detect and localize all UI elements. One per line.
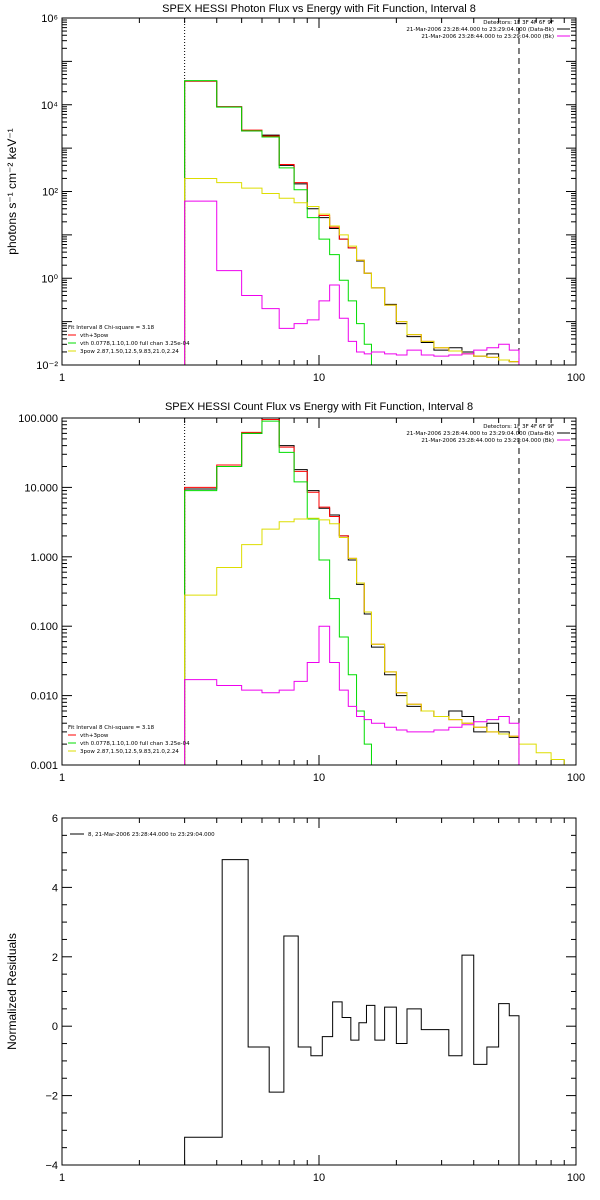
x-tick-label: 100 <box>567 772 585 784</box>
x-tick-label: 1 <box>59 372 65 384</box>
legend-fit-text: vth 0.0778,1.10,1.00 full chan 3.25e-04 <box>80 341 190 347</box>
y-tick-label: 2 <box>52 952 58 964</box>
panel-3: Normalized Residuals 1 10 100 −4 −2 0 2 4 6 8, 21-… <box>5 813 585 1184</box>
y-tick-label: −4 <box>45 1160 58 1172</box>
legend-fit-text: Fit Interval 8 Chi-square = 3.18 <box>68 725 155 731</box>
legend-header-text: 8, 21-Mar-2006 23:28:44.000 to 23:29:04.… <box>88 832 215 838</box>
y-tick-label: 10⁻² <box>36 360 58 372</box>
y-tick-label: 10⁶ <box>41 13 58 25</box>
y-tick-label: −2 <box>45 1091 58 1103</box>
y-tick-label: 10⁰ <box>41 273 58 285</box>
y-tick-label: 100.000 <box>18 413 58 425</box>
x-tick-label: 1 <box>59 1172 65 1184</box>
y-tick-label: 6 <box>52 813 58 825</box>
legend-fit-text: vth+3pow <box>80 733 109 739</box>
plot-frame <box>61 417 577 766</box>
series-3pow <box>184 177 520 365</box>
x-tick-label: 10 <box>313 1172 325 1184</box>
y-tick-label: 0 <box>52 1021 58 1033</box>
plot-frame <box>61 17 577 366</box>
legend-fit-text: 3pow 2.87,1.50,12.5,9.83,21.0,2.24 <box>80 749 179 755</box>
series-vth <box>184 80 386 365</box>
legend-header-text: Detectors: 1F 3F 4F 6F 9F <box>483 424 554 430</box>
plot-frame <box>61 817 577 1166</box>
y-tick-label: 4 <box>52 882 58 894</box>
legend-header-text: 21-Mar-2006 23:28:44.000 to 23:29:04.000… <box>421 34 554 40</box>
y-tick-label: 10² <box>42 187 58 199</box>
series-bk <box>184 625 520 765</box>
y-tick-label: 1.000 <box>30 552 58 564</box>
legend-fit-text: Fit Interval 8 Chi-square = 3.18 <box>68 325 155 331</box>
x-tick-label: 10 <box>313 772 325 784</box>
panel-2: SPEX HESSI Count Flux vs Energy with Fit… <box>18 401 585 784</box>
series-8 <box>184 859 520 1165</box>
x-tick-label: 1 <box>59 772 65 784</box>
y-tick-label: 0.010 <box>30 691 58 703</box>
legend-fit-text: 3pow 2.87,1.50,12.5,9.83,21.0,2.24 <box>80 349 179 355</box>
y-tick-label: 10⁴ <box>41 100 58 112</box>
x-tick-label: 10 <box>313 372 325 384</box>
x-tick-label: 100 <box>567 372 585 384</box>
legend-header-text: Detectors: 1F 3F 4F 6F 9F <box>483 20 554 26</box>
chart-title: SPEX HESSI Count Flux vs Energy with Fit… <box>165 401 473 413</box>
y-tick-label: 0.001 <box>30 760 58 772</box>
series-bk <box>184 200 520 365</box>
legend-fit-text: vth+3pow <box>80 333 109 339</box>
y-tick-label: 0.100 <box>30 621 58 633</box>
legend-header-text: 21-Mar-2006 23:28:44.000 to 23:29:04.000… <box>406 431 554 437</box>
legend-header-text: 21-Mar-2006 23:28:44.000 to 23:29:04.000… <box>421 438 554 444</box>
x-tick-label: 100 <box>567 1172 585 1184</box>
panel-1: SPEX HESSI Photon Flux vs Energy with Fi… <box>5 3 585 384</box>
y-axis-label: photons s⁻¹ cm⁻² keV⁻¹ <box>5 128 19 254</box>
legend-header-text: 21-Mar-2006 23:28:44.000 to 23:29:04.000… <box>406 27 554 33</box>
chart-title: SPEX HESSI Photon Flux vs Energy with Fi… <box>162 3 476 15</box>
y-tick-label: 10.000 <box>24 482 58 494</box>
y-axis-label: Normalized Residuals <box>5 933 19 1050</box>
legend-fit-text: vth 0.0778,1.10,1.00 full chan 3.25e-04 <box>80 741 190 747</box>
series-3pow <box>184 517 565 765</box>
